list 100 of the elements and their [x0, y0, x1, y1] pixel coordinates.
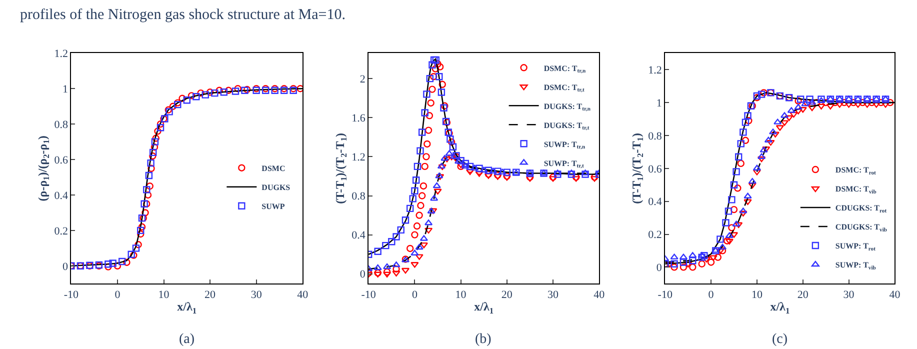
point: [243, 86, 251, 94]
point: [744, 192, 752, 198]
point: [794, 104, 802, 110]
point: [374, 269, 382, 276]
text: (b): [475, 332, 492, 347]
point: [178, 94, 186, 102]
point: [422, 153, 430, 160]
point: [428, 86, 436, 93]
legend-label: SUWP: T$_{tr,n}$: [544, 140, 586, 150]
point: [388, 238, 396, 246]
point: [401, 268, 410, 274]
point: [417, 202, 424, 210]
legend-label: SUWP: [262, 202, 285, 211]
legend-label: DSMC: T$_{tr,n}$: [544, 64, 586, 74]
legend-label: CDUGKS: T$_{vib}$: [835, 222, 887, 234]
point: [382, 263, 392, 270]
point: [412, 176, 420, 184]
y-tick-label: 0.4: [54, 190, 68, 202]
point: [740, 128, 747, 136]
point: [149, 152, 156, 160]
x-tick-label: 40: [889, 288, 901, 301]
point: [146, 182, 154, 190]
text: profiles of the Nitrogen gas shock structure at Ma=10.: [20, 7, 346, 23]
point: [410, 250, 419, 256]
point: [421, 162, 428, 170]
point: [420, 242, 428, 248]
point: [728, 196, 736, 204]
point: [154, 128, 162, 135]
y-tick-label: 2: [360, 73, 366, 86]
x-tick-label: 20: [204, 288, 216, 301]
point: [436, 63, 444, 70]
legend-label: SUWP: T$_{rot}$: [835, 242, 876, 252]
point: [794, 97, 802, 104]
y-tick-label: 1: [656, 97, 662, 110]
point: [413, 222, 421, 230]
legend-label: DSMC: [262, 164, 286, 173]
y-tick-label: 0.6: [648, 163, 662, 176]
y-tick-label: 0.4: [648, 196, 662, 208]
point: [744, 112, 752, 120]
point: [445, 150, 454, 156]
point: [461, 162, 470, 169]
point: [402, 216, 410, 224]
legend-label: DUGKS: T$_{tr,n}$: [544, 102, 592, 112]
point: [382, 242, 390, 250]
legend-label: DSMC: T$_{vib}$: [835, 184, 876, 196]
point: [156, 120, 164, 128]
x-tick-label: 20: [501, 288, 513, 301]
point: [762, 146, 770, 152]
point: [728, 224, 736, 232]
point: [758, 90, 766, 98]
point: [118, 258, 126, 266]
point: [489, 168, 498, 174]
point: [476, 164, 483, 172]
point: [790, 112, 798, 118]
point: [868, 98, 876, 106]
point: [383, 268, 391, 276]
point: [132, 244, 140, 252]
point: [494, 174, 502, 180]
point: [808, 98, 816, 105]
point: [392, 261, 400, 268]
point: [140, 200, 148, 208]
x-tick-label: 0: [412, 288, 418, 301]
point: [688, 252, 697, 258]
text: (c): [772, 332, 788, 347]
point: [438, 80, 446, 88]
point: [794, 108, 802, 114]
point: [484, 166, 492, 174]
point: [787, 107, 796, 113]
x-tick-label: -10: [361, 288, 376, 301]
point: [689, 264, 696, 271]
point: [734, 222, 743, 228]
point: [374, 264, 382, 270]
x-tick-label: 30: [250, 288, 262, 301]
point: [392, 233, 400, 240]
point: [470, 164, 479, 170]
point: [850, 98, 857, 106]
point: [886, 98, 894, 106]
x-axis-title: x/λ$_{1}$: [474, 300, 494, 316]
point: [826, 104, 834, 110]
point: [480, 166, 488, 172]
point: [137, 226, 144, 234]
point: [734, 184, 742, 192]
point: [798, 107, 807, 113]
point: [785, 115, 794, 121]
point: [440, 155, 449, 161]
point: [760, 146, 768, 152]
point: [415, 254, 424, 260]
x-tick-label: 30: [548, 288, 560, 301]
point: [670, 264, 678, 271]
point: [188, 92, 196, 100]
x-tick-label: 40: [297, 288, 309, 301]
point: [430, 195, 438, 201]
x-tick-label: -10: [658, 288, 673, 301]
point: [836, 102, 844, 108]
point: [409, 195, 416, 202]
point: [549, 174, 557, 181]
x-tick-label: 30: [843, 288, 855, 301]
point: [568, 170, 576, 178]
point: [123, 258, 130, 266]
x-axis-title: x/λ$_{1}$: [177, 300, 197, 316]
